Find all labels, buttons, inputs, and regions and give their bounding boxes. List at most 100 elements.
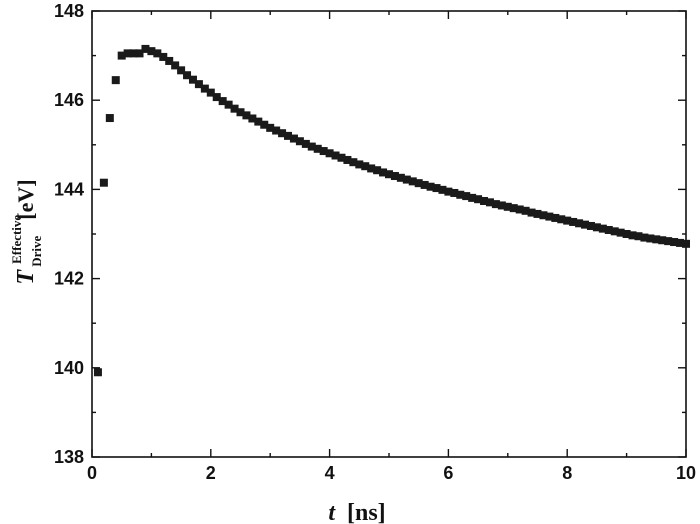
data-point — [515, 205, 524, 214]
data-point — [456, 190, 465, 199]
data-point — [272, 126, 281, 135]
data-point — [640, 233, 649, 242]
data-point — [616, 228, 625, 237]
data-point — [212, 93, 221, 102]
data-point — [682, 239, 690, 248]
data-point — [420, 180, 429, 189]
data-point — [301, 139, 310, 148]
data-point — [396, 173, 405, 182]
data-point — [141, 44, 150, 53]
y-tick-label: 144 — [54, 179, 84, 199]
data-point — [194, 80, 203, 89]
data-point — [307, 142, 316, 151]
data-point — [206, 88, 215, 97]
data-point — [343, 155, 352, 164]
data-point — [171, 61, 180, 70]
y-axis-title: T Effective Drive [eV] — [1, 179, 47, 284]
data-point — [414, 179, 423, 188]
y-tick-label: 146 — [54, 90, 84, 110]
data-point — [355, 160, 364, 169]
data-point — [200, 84, 209, 93]
data-point — [670, 238, 679, 247]
x-tick-label: 10 — [676, 463, 696, 483]
x-axis-title: t [ns] — [328, 500, 385, 524]
y-axis-unit: [eV] — [13, 179, 38, 219]
data-point — [111, 76, 120, 85]
data-point — [509, 204, 518, 213]
y-axis-superscript: Effective — [9, 215, 24, 264]
data-point — [581, 220, 590, 229]
data-point — [123, 49, 132, 58]
data-point — [331, 151, 340, 160]
data-point — [444, 187, 453, 196]
x-tick-label: 6 — [443, 463, 453, 483]
plot-frame — [91, 10, 687, 458]
data-point — [177, 66, 186, 75]
data-point — [545, 212, 554, 221]
data-point — [390, 172, 399, 181]
data-point — [438, 185, 447, 194]
data-point — [521, 206, 530, 215]
data-point — [289, 134, 298, 143]
data-point — [610, 227, 619, 236]
data-point — [254, 117, 263, 126]
data-point — [385, 170, 393, 179]
data-point — [165, 56, 174, 65]
x-tick-label: 4 — [325, 463, 335, 483]
data-point — [432, 184, 441, 193]
data-point — [284, 131, 293, 140]
data-point — [462, 192, 471, 201]
data-point — [93, 368, 102, 377]
data-point — [569, 217, 578, 226]
data-point — [159, 52, 168, 61]
data-point — [539, 211, 548, 220]
data-point — [628, 231, 637, 240]
x-tick-label: 2 — [206, 463, 216, 483]
y-axis-variable: T — [13, 269, 39, 285]
data-point — [266, 123, 275, 132]
data-point — [533, 209, 542, 218]
data-point — [325, 149, 334, 158]
data-point — [129, 49, 138, 58]
data-point — [236, 108, 245, 117]
data-point — [367, 164, 376, 173]
data-point — [373, 166, 382, 175]
data-point — [319, 147, 328, 156]
data-point — [646, 234, 655, 243]
data-point — [242, 111, 251, 120]
x-tick-label: 0 — [87, 463, 97, 483]
x-tick-label: 8 — [562, 463, 572, 483]
axes: 0 2 4 6 8 10 138 140 142 144 146 148 — [54, 1, 696, 483]
data-point — [188, 75, 197, 84]
y-tick-label: 138 — [54, 447, 84, 467]
data-point — [622, 230, 631, 238]
data-point — [575, 219, 584, 228]
data-point — [551, 213, 560, 222]
y-tick-label: 148 — [54, 1, 84, 21]
data-point — [557, 215, 566, 224]
data-point — [337, 153, 346, 162]
data-point — [474, 195, 483, 204]
y-tick-label: 142 — [54, 269, 84, 289]
data-point — [658, 236, 667, 245]
data-point — [563, 216, 572, 225]
data-point — [248, 114, 257, 123]
data-point — [480, 196, 489, 205]
data-point — [218, 97, 227, 106]
plot-area — [91, 10, 687, 458]
data-point — [676, 238, 685, 247]
data-point — [586, 221, 595, 230]
data-point — [135, 49, 144, 58]
data-series — [93, 44, 690, 377]
x-axis-variable: t — [328, 500, 336, 524]
data-point — [634, 232, 643, 241]
data-point — [349, 158, 358, 167]
data-point — [153, 49, 162, 58]
data-point — [183, 71, 192, 80]
y-axis-title-group: T Effective Drive [eV] — [1, 179, 47, 284]
data-point — [230, 104, 239, 113]
data-point — [105, 114, 114, 123]
y-axis-subscript: Drive — [29, 236, 44, 267]
data-point — [503, 202, 512, 211]
data-point — [664, 237, 673, 246]
